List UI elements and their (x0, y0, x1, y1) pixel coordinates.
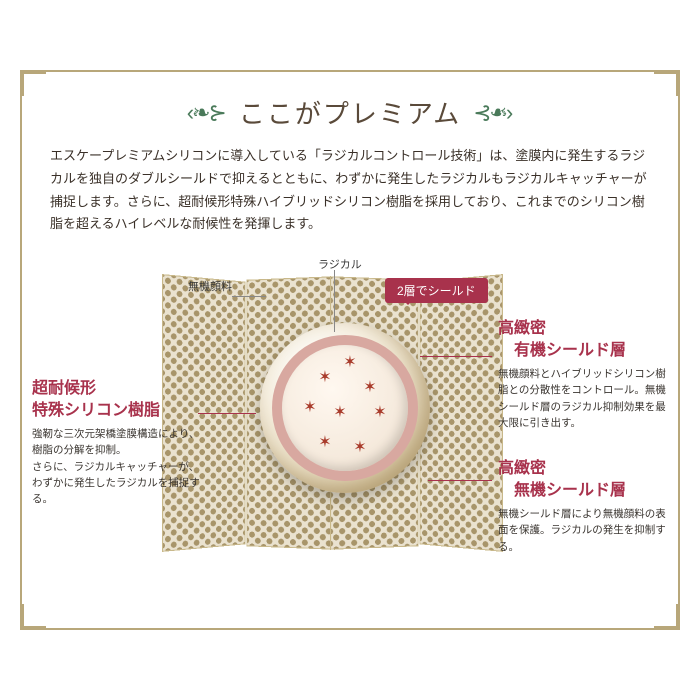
label-radical: ラジカル (318, 256, 362, 272)
annotation-body: 強靭な三次元架橋塗膜構造により、樹脂の分解を抑制。さらに、ラジカルキャッチャーが… (32, 426, 202, 507)
radical-star-icon: ✶ (353, 441, 367, 455)
radical-star-icon: ✶ (303, 401, 317, 415)
annotation-right-2: 高緻密 無機シールド層 無機シールド層により無機顔料の表面を保護。ラジカルの発生… (498, 458, 668, 555)
annotation-body: 無機顔料とハイブリッドシリコン樹脂との分散性をコントロール。無機シールド層のラジ… (498, 366, 668, 431)
flourish-right-icon: ‹❧⊱ (475, 100, 513, 126)
lattice-panel (419, 274, 503, 552)
page-title: ここがプレミアム (239, 94, 461, 131)
leader-line (428, 480, 492, 481)
radical-star-icon: ✶ (363, 381, 377, 395)
corner-ornament (20, 70, 46, 96)
leader-line (334, 270, 335, 332)
corner-ornament (654, 604, 680, 630)
annotation-body: 無機シールド層により無機顔料の表面を保護。ラジカルの発生を抑制する。 (498, 506, 668, 555)
radical-star-icon: ✶ (343, 356, 357, 370)
corner-ornament (20, 604, 46, 630)
title-row: ‹❧⊱ ここがプレミアム ‹❧⊱ (50, 94, 650, 131)
leader-line (198, 413, 256, 414)
radical-star-icon: ✶ (333, 406, 347, 420)
annotation-heading: 高緻密 無機シールド層 (498, 458, 668, 501)
leader-line (420, 356, 492, 357)
label-pigment: 無機顔料 (188, 278, 232, 294)
intro-paragraph: エスケープレミアムシリコンに導入している「ラジカルコントロール技術」は、塗膜内に… (50, 145, 650, 236)
annotation-left: 超耐候形特殊シリコン樹脂 強靭な三次元架橋塗膜構造により、樹脂の分解を抑制。さら… (32, 378, 202, 508)
annotation-heading: 高緻密 有機シールド層 (498, 318, 668, 361)
leader-line (232, 296, 266, 297)
radical-star-icon: ✶ (373, 406, 387, 420)
decorative-frame: ‹❧⊱ ここがプレミアム ‹❧⊱ エスケープレミアムシリコンに導入している「ラジ… (20, 70, 680, 630)
flourish-left-icon: ‹❧⊱ (187, 100, 225, 126)
annotation-right-1: 高緻密 有機シールド層 無機顔料とハイブリッドシリコン樹脂との分散性をコントロー… (498, 318, 668, 431)
radical-star-icon: ✶ (318, 436, 332, 450)
shield-diagram: ✶✶✶✶✶✶✶✶ ラジカル 無機顔料 2層でシールド 超耐候形特殊シリコン樹脂 … (50, 248, 650, 598)
shield-badge: 2層でシールド (385, 278, 488, 303)
radical-star-icon: ✶ (318, 371, 332, 385)
corner-ornament (654, 70, 680, 96)
annotation-heading: 超耐候形特殊シリコン樹脂 (32, 378, 202, 421)
